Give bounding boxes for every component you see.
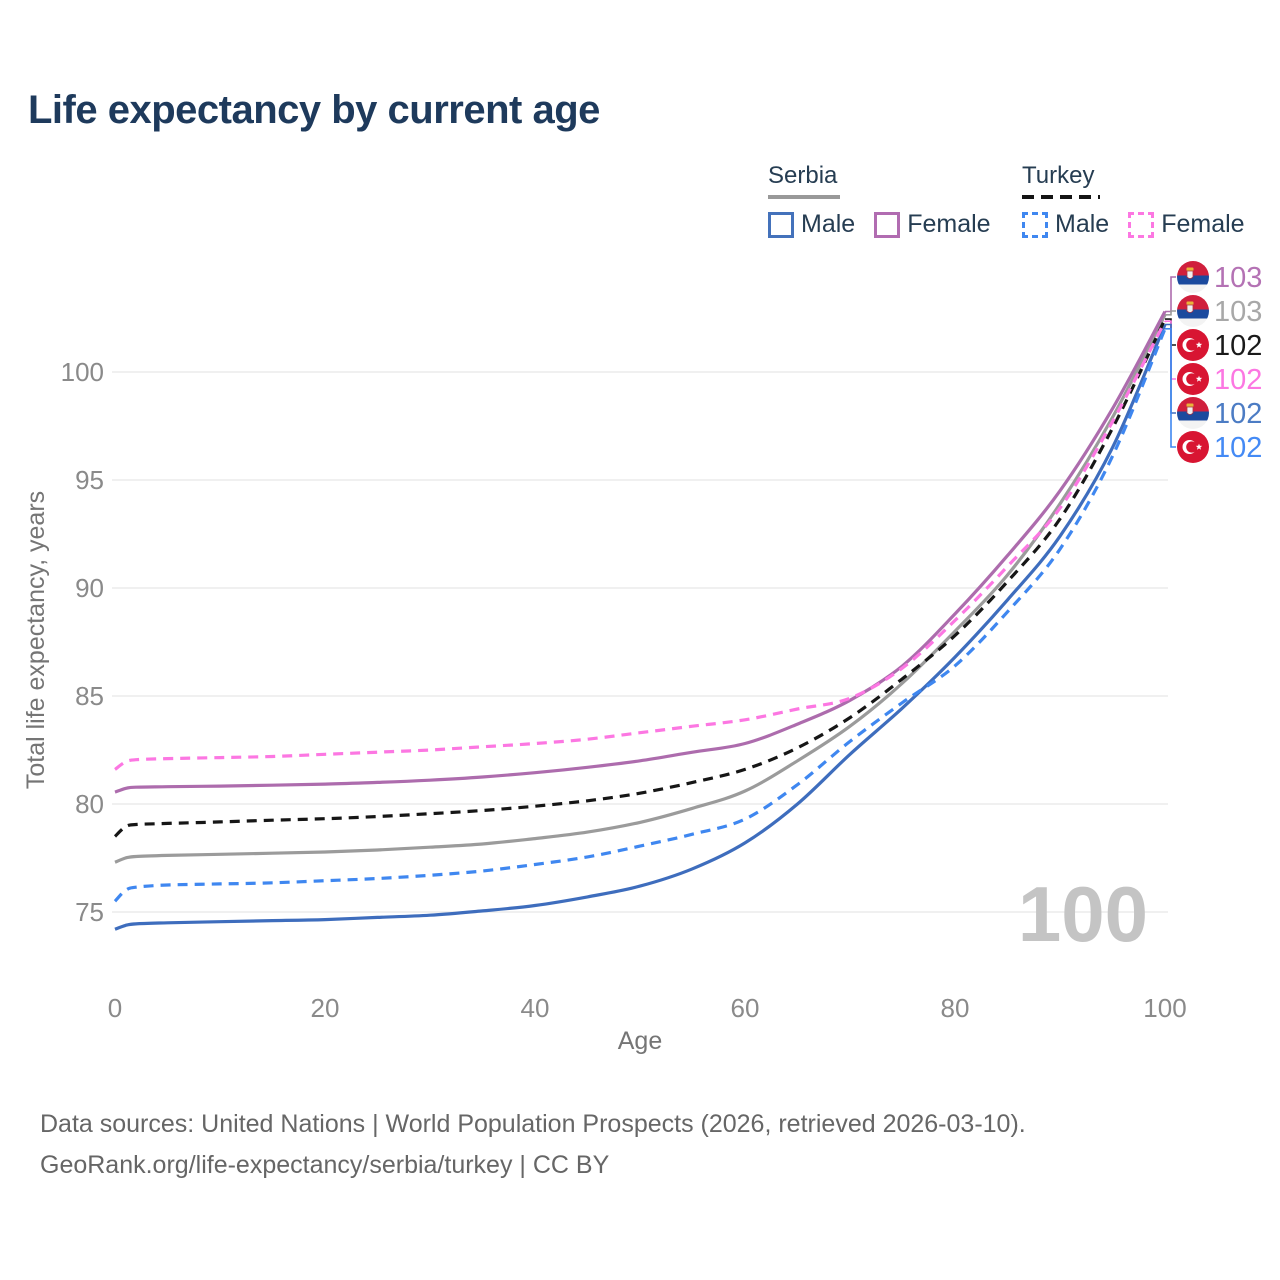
series-line-sa[interactable] bbox=[114, 314, 1167, 864]
legend-country-label-turkey: Turkey bbox=[1022, 162, 1095, 189]
y-tick-label: 100 bbox=[61, 357, 104, 387]
x-tick-label: 20 bbox=[311, 993, 340, 1023]
end-label-connector bbox=[1165, 276, 1176, 313]
legend-items-turkey: Male Female bbox=[1022, 210, 1264, 239]
legend-item-label: Female bbox=[907, 210, 991, 238]
serbia-flag-crown bbox=[1186, 267, 1194, 271]
flag-icon-turkey bbox=[1177, 431, 1209, 463]
turkey-male-swatch bbox=[1022, 211, 1048, 238]
y-tick-label: 90 bbox=[75, 573, 104, 603]
legend-item-label: Male bbox=[1055, 210, 1110, 238]
legend-country-serbia[interactable]: Serbia bbox=[768, 162, 1010, 199]
end-label-value: 103 bbox=[1214, 296, 1262, 328]
legend-group-serbia: Serbia Male Female bbox=[768, 162, 1010, 239]
serbia-flag-shield bbox=[1186, 270, 1194, 279]
legend-items-serbia: Male Female bbox=[768, 210, 1010, 239]
legend-item-turkey-male[interactable]: Male bbox=[1022, 210, 1109, 239]
serbia-flag-shield bbox=[1186, 406, 1194, 415]
flag-icon-serbia bbox=[1177, 397, 1209, 429]
series-line-sm[interactable] bbox=[114, 323, 1167, 931]
legend-item-turkey-female[interactable]: Female bbox=[1128, 210, 1245, 239]
series-line-tf[interactable] bbox=[114, 320, 1167, 771]
y-tick-label: 85 bbox=[75, 681, 104, 711]
end-label-value: 103 bbox=[1214, 262, 1262, 294]
turkey-flag-crescent-inner bbox=[1186, 373, 1198, 385]
legend-group-turkey: Turkey Male Female bbox=[1022, 162, 1264, 239]
turkey-flag-star bbox=[1195, 443, 1203, 450]
end-label-row-ta[interactable]: 102 bbox=[1177, 329, 1262, 362]
end-label-connector bbox=[1165, 310, 1176, 316]
serbia-flag-blue-stripe bbox=[1177, 411, 1209, 421]
x-tick-label: 80 bbox=[941, 993, 970, 1023]
x-tick-label: 0 bbox=[108, 993, 122, 1023]
flag-icon-turkey bbox=[1177, 363, 1209, 395]
serbia-line-style-swatch bbox=[768, 195, 840, 199]
end-label-row-sm[interactable]: 102 bbox=[1177, 397, 1262, 430]
serbia-female-swatch bbox=[874, 211, 901, 238]
serbia-flag-shield bbox=[1186, 304, 1194, 313]
end-label-row-tm[interactable]: 102 bbox=[1177, 431, 1262, 464]
turkey-flag-star bbox=[1195, 375, 1203, 382]
flag-icon-turkey bbox=[1177, 329, 1209, 361]
serbia-flag-white-stripe bbox=[1177, 420, 1209, 429]
watermark-age-label: 100 bbox=[1018, 870, 1148, 958]
legend-item-serbia-female[interactable]: Female bbox=[874, 210, 991, 239]
end-label-row-sa[interactable]: 103 bbox=[1177, 295, 1262, 328]
legend-item-label: Male bbox=[801, 210, 856, 238]
y-tick-label: 80 bbox=[75, 789, 104, 819]
end-label-value: 102 bbox=[1214, 398, 1262, 430]
serbia-flag-white-stripe bbox=[1177, 284, 1209, 293]
y-tick-label: 75 bbox=[75, 897, 104, 927]
end-label-connector bbox=[1165, 328, 1176, 448]
legend-item-serbia-male[interactable]: Male bbox=[768, 210, 855, 239]
turkey-female-swatch bbox=[1128, 211, 1155, 238]
end-label-row-sf[interactable]: 103 bbox=[1177, 261, 1262, 294]
end-label-value: 102 bbox=[1214, 330, 1262, 362]
series-line-ta[interactable] bbox=[113, 318, 1167, 838]
series-line-tm[interactable] bbox=[113, 328, 1167, 903]
x-tick-label: 60 bbox=[731, 993, 760, 1023]
serbia-flag-crown bbox=[1186, 403, 1194, 407]
end-label-value: 102 bbox=[1214, 364, 1262, 396]
legend-country-turkey[interactable]: Turkey bbox=[1022, 162, 1264, 199]
flag-icon-serbia bbox=[1177, 295, 1209, 327]
footer: Data sources: United Nations | World Pop… bbox=[40, 1104, 1026, 1186]
turkey-flag-star bbox=[1195, 341, 1203, 348]
source-url-text: GeoRank.org/life-expectancy/serbia/turke… bbox=[40, 1151, 610, 1179]
end-label-row-tf[interactable]: 102 bbox=[1177, 363, 1262, 396]
turkey-line-style-swatch bbox=[1022, 195, 1100, 199]
x-axis-title: Age bbox=[618, 1027, 662, 1055]
serbia-flag-blue-stripe bbox=[1177, 275, 1209, 285]
y-tick-label: 95 bbox=[75, 465, 104, 495]
series-line-sf[interactable] bbox=[114, 310, 1167, 794]
turkey-flag-crescent-inner bbox=[1186, 441, 1198, 453]
turkey-flag-crescent-inner bbox=[1186, 339, 1198, 351]
end-label-value: 102 bbox=[1214, 432, 1262, 464]
legend-item-label: Female bbox=[1161, 210, 1245, 238]
y-axis-title: Total life expectancy, years bbox=[22, 491, 50, 789]
serbia-flag-crown bbox=[1186, 301, 1194, 305]
serbia-flag-blue-stripe bbox=[1177, 309, 1209, 319]
x-tick-label: 40 bbox=[521, 993, 550, 1023]
serbia-male-swatch bbox=[768, 211, 794, 238]
x-tick-label: 100 bbox=[1143, 993, 1186, 1023]
page-title: Life expectancy by current age bbox=[28, 88, 600, 132]
flag-icon-serbia bbox=[1177, 261, 1209, 293]
serbia-flag-white-stripe bbox=[1177, 318, 1209, 327]
data-sources-text: Data sources: United Nations | World Pop… bbox=[40, 1110, 1026, 1138]
legend-country-label-serbia: Serbia bbox=[768, 162, 838, 189]
